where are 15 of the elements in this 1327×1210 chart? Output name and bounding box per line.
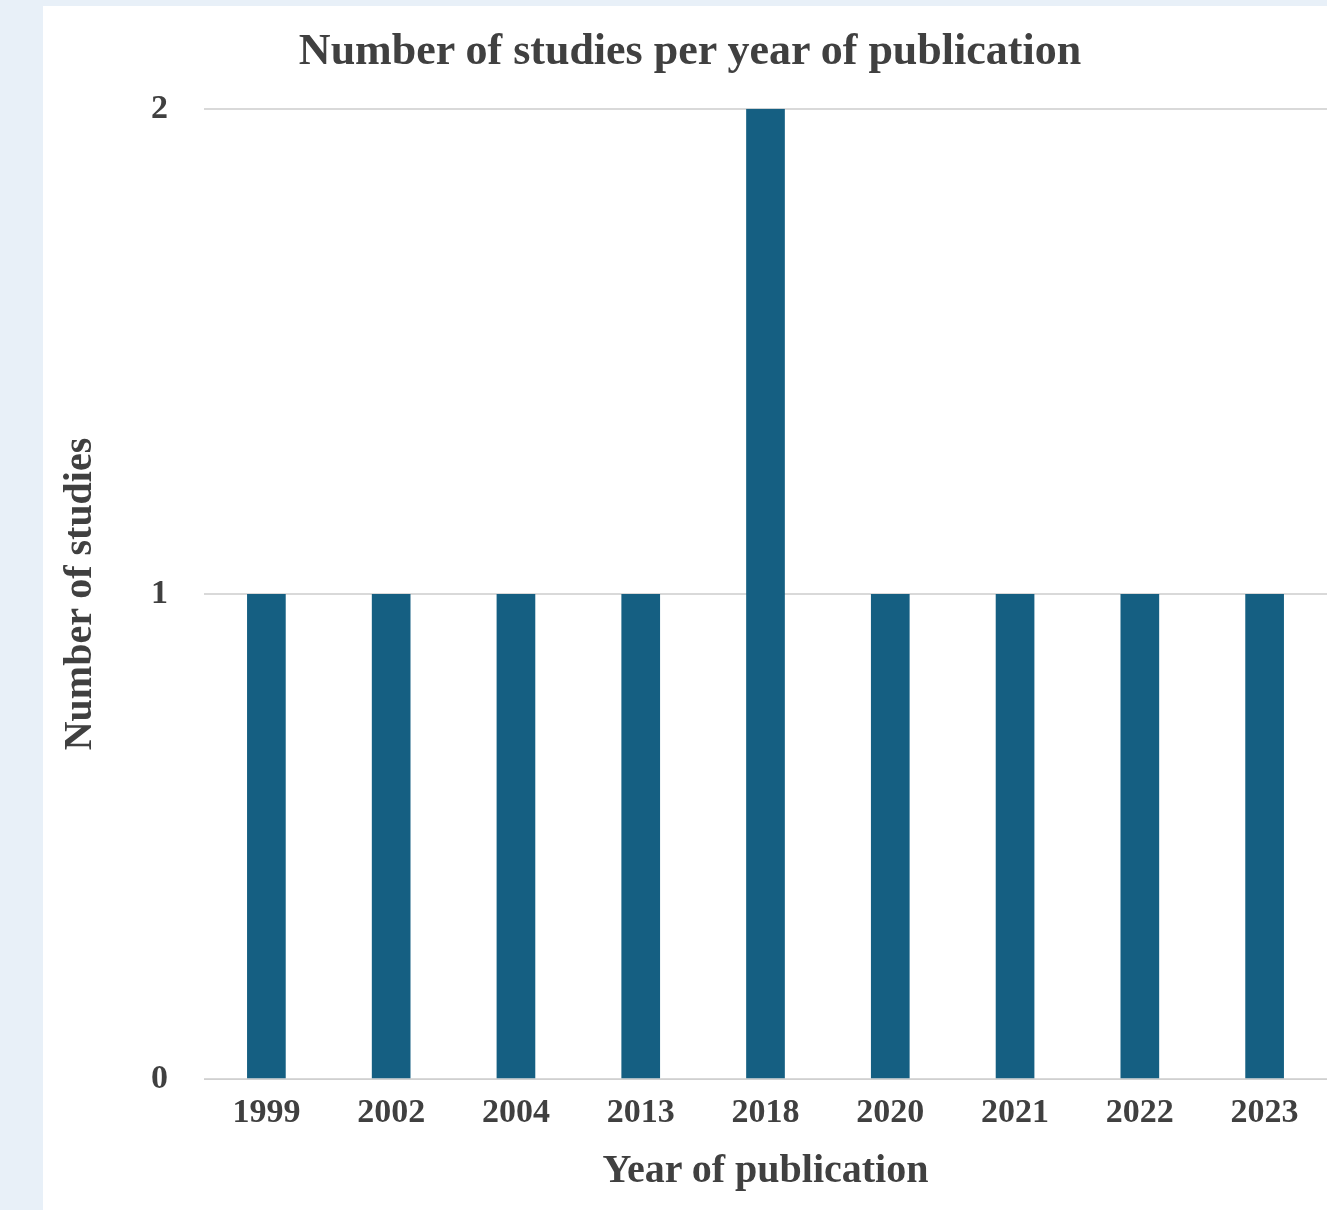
x-tick-label: 2002: [357, 1092, 426, 1130]
chart-title: Number of studies per year of publication: [298, 24, 1082, 74]
x-axis-title: Year of publication: [602, 1146, 929, 1192]
x-tick-label: 2020: [856, 1092, 925, 1130]
y-tick-label: 2: [151, 87, 168, 125]
y-tick-label: 1: [151, 572, 168, 610]
x-tick-label: 2013: [606, 1092, 675, 1130]
y-tick-label: 0: [151, 1057, 168, 1095]
x-tick-label: 2022: [1105, 1092, 1174, 1130]
x-tick-label: 1999: [232, 1092, 301, 1130]
y-axis-title: Number of studies: [55, 437, 101, 751]
x-tick-label: 2023: [1230, 1092, 1299, 1130]
x-tick-label: 2004: [481, 1092, 550, 1130]
x-tick-label: 2018: [731, 1092, 800, 1130]
x-tick-label: 2021: [981, 1092, 1050, 1130]
